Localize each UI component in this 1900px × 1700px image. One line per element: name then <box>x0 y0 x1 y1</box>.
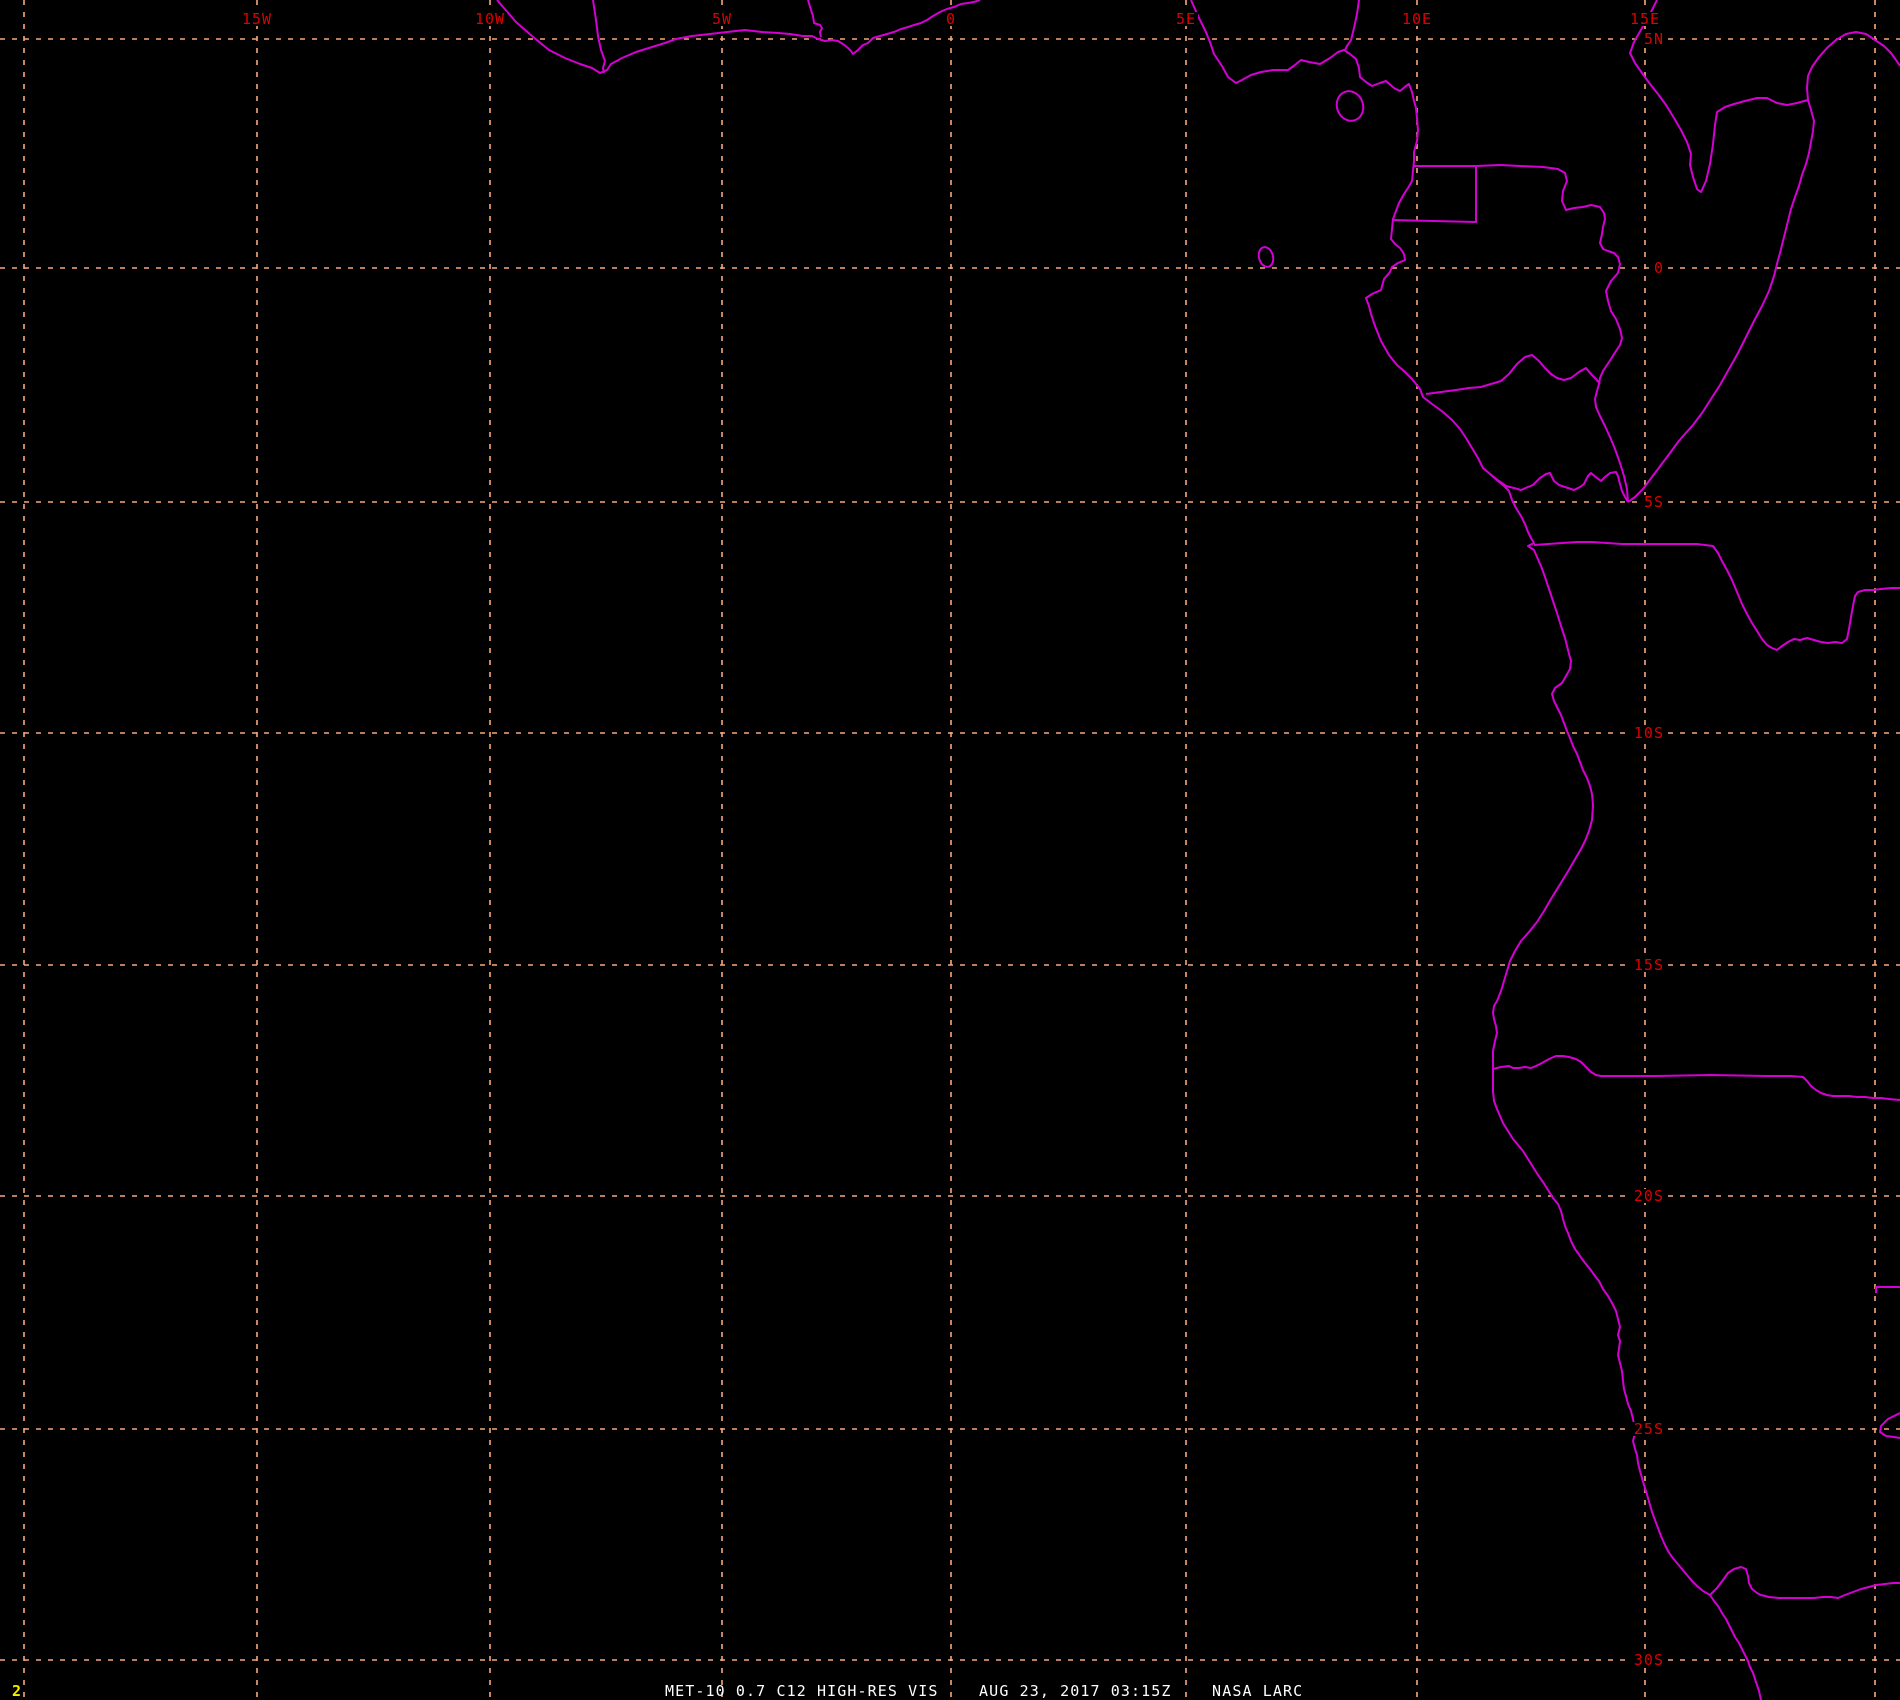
latitude-label-5N: 5N <box>1641 30 1666 48</box>
border-angola-drc <box>1533 541 1900 651</box>
congo-river <box>1489 471 1629 503</box>
longitude-label-15W: 15W <box>239 10 275 28</box>
longitude-label-5E: 5E <box>1173 10 1199 28</box>
border-botswana-stub <box>1875 1286 1900 1293</box>
border-nigeria-cameroon <box>1344 0 1360 51</box>
border-orange-river <box>1709 1566 1900 1599</box>
latitude-label-5S: 5S <box>1641 493 1666 511</box>
border-drc-congo-north <box>1627 259 1779 503</box>
longitude-label-15E: 15E <box>1627 10 1663 28</box>
border-nossob-stub <box>1879 1412 1900 1439</box>
border-ghana <box>807 0 823 38</box>
latitude-label-30S: 30S <box>1631 1651 1666 1669</box>
longitude-label-10W: 10W <box>472 10 508 28</box>
map-outlines <box>496 0 1900 1700</box>
border-liberia <box>592 0 606 74</box>
coast-west-africa <box>496 0 981 74</box>
image-caption: MET-10 0.7 C12 HIGH-RES VIS AUG 23, 2017… <box>665 1682 1304 1700</box>
border-northeast-arc <box>1806 31 1900 101</box>
bioko-island <box>1335 90 1365 122</box>
border-cameroon-south <box>1475 164 1629 503</box>
border-northeast-top <box>1629 0 1809 193</box>
frame-counter: 2 <box>12 1682 22 1700</box>
latitude-label-20S: 20S <box>1631 1187 1666 1205</box>
sao-tome-island <box>1257 246 1275 268</box>
latitude-label-10S: 10S <box>1631 724 1666 742</box>
latitude-label-25S: 25S <box>1631 1420 1666 1438</box>
longitude-label-10E: 10E <box>1399 10 1435 28</box>
border-northeast-descent <box>1777 99 1815 261</box>
longitude-label-0: 0 <box>943 10 959 28</box>
border-gabon-congo <box>1425 354 1601 395</box>
coast-central-south-africa <box>1190 0 1762 1700</box>
longitude-label-5W: 5W <box>709 10 735 28</box>
latitude-label-0: 0 <box>1651 259 1666 277</box>
border-angola-namibia <box>1492 1055 1900 1101</box>
latitude-label-15S: 15S <box>1631 956 1666 974</box>
border-equatorial-guinea <box>1392 165 1477 223</box>
